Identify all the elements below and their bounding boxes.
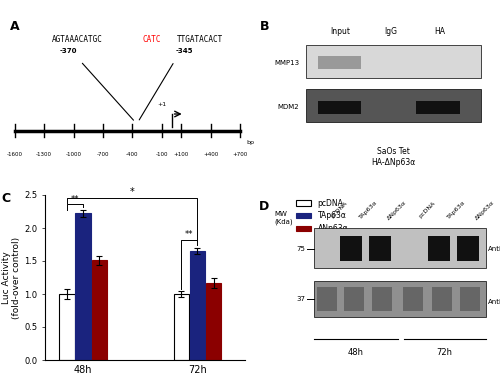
Text: SaOs Tet
HA-ΔNp63α: SaOs Tet HA-ΔNp63α (372, 147, 416, 167)
Bar (174, 294, 189, 360)
Bar (306, 45, 481, 78)
Text: CATC: CATC (143, 35, 162, 44)
Text: AGTAAACATGC: AGTAAACATGC (52, 35, 103, 44)
Bar (60, 294, 74, 360)
Text: -370: -370 (60, 48, 78, 54)
Text: Input: Input (330, 27, 350, 36)
Text: Anti-HA: Anti-HA (488, 246, 500, 252)
Text: 48h: 48h (348, 348, 364, 357)
Bar (340, 236, 362, 261)
Text: TAp63α: TAp63α (358, 200, 378, 220)
Text: -1600: -1600 (6, 152, 22, 157)
Text: **: ** (71, 195, 79, 204)
Text: MDM2: MDM2 (278, 104, 299, 110)
Text: MW
(Kda): MW (Kda) (274, 211, 293, 225)
Bar (369, 236, 391, 261)
Bar (318, 56, 361, 69)
Bar (306, 89, 481, 122)
Text: A: A (10, 20, 20, 33)
Bar (318, 101, 361, 114)
Bar (460, 287, 480, 310)
Text: pcDNA: pcDNA (330, 200, 348, 219)
Text: -700: -700 (96, 152, 109, 157)
Text: IgG: IgG (384, 27, 398, 36)
Bar (206, 283, 221, 360)
Text: *: * (130, 187, 134, 197)
Text: -400: -400 (126, 152, 138, 157)
Text: D: D (259, 200, 269, 213)
Bar (314, 228, 486, 268)
Text: -1000: -1000 (66, 152, 82, 157)
Text: MMP13: MMP13 (274, 60, 299, 66)
Bar (372, 287, 392, 310)
Text: TTGATACACT: TTGATACACT (177, 35, 223, 44)
Text: +700: +700 (232, 152, 248, 157)
Text: +400: +400 (203, 152, 218, 157)
Text: **: ** (185, 230, 194, 239)
Bar (314, 281, 486, 317)
Text: pcDNA: pcDNA (418, 200, 436, 219)
Text: ΔNp63α: ΔNp63α (474, 200, 496, 221)
Text: -1300: -1300 (36, 152, 52, 157)
Bar (432, 287, 452, 310)
Text: 75: 75 (296, 246, 305, 252)
Text: 37: 37 (296, 296, 305, 302)
Text: +100: +100 (174, 152, 189, 157)
Bar (190, 251, 205, 360)
Bar (416, 101, 460, 114)
Bar (76, 213, 90, 360)
Text: C: C (1, 192, 10, 205)
Bar (318, 287, 337, 310)
Text: -345: -345 (175, 48, 192, 54)
Text: 72h: 72h (436, 348, 452, 357)
Text: -100: -100 (156, 152, 168, 157)
Bar (403, 287, 423, 310)
Text: TAp63α: TAp63α (446, 200, 466, 220)
Text: HA: HA (434, 27, 445, 36)
Bar (457, 236, 479, 261)
Y-axis label: Luc Activity
(fold-over control): Luc Activity (fold-over control) (2, 237, 21, 319)
Text: Anti-Actin: Anti-Actin (488, 299, 500, 305)
Legend: pcDNA, TAp63α, ΔNp63α: pcDNA, TAp63α, ΔNp63α (293, 195, 351, 236)
Text: +1: +1 (158, 102, 167, 107)
Text: bp: bp (246, 140, 254, 144)
Text: ΔNp63α: ΔNp63α (386, 200, 408, 221)
Bar (344, 287, 363, 310)
Text: B: B (260, 20, 270, 33)
Bar (428, 236, 450, 261)
Bar (92, 260, 107, 360)
